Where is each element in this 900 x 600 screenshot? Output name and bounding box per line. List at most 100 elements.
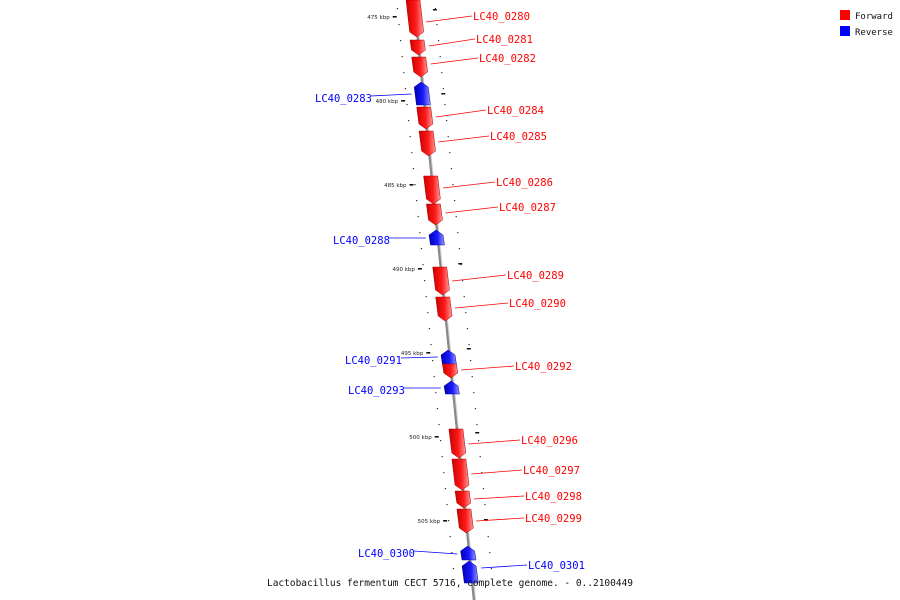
scale-dot xyxy=(484,504,486,506)
gene-label: LC40_0296 xyxy=(521,435,578,447)
scale-dot xyxy=(408,120,410,122)
gene-label-connector xyxy=(445,206,499,214)
scale-dot xyxy=(414,184,416,186)
gene-arrow-forward xyxy=(456,508,474,534)
scale-dot xyxy=(452,184,454,186)
scale-dot xyxy=(448,520,450,522)
gene-label: LC40_0290 xyxy=(509,298,566,310)
gene-label: LC40_0280 xyxy=(473,11,530,23)
scale-dot xyxy=(473,392,475,394)
gene-label: LC40_0291 xyxy=(345,355,402,367)
gene-arrow-forward xyxy=(442,363,459,379)
scale-dot xyxy=(444,104,446,106)
gene-arrow-forward xyxy=(405,0,424,38)
scale-dot xyxy=(435,392,437,394)
gene-arrow-forward xyxy=(435,296,453,322)
scale-dot xyxy=(463,296,465,298)
kbp-tick-label: 505 kbp xyxy=(418,519,441,525)
scale-dot xyxy=(479,456,481,458)
scale-dot xyxy=(440,440,442,442)
scale-dot xyxy=(428,328,430,330)
scale-dot xyxy=(436,24,438,26)
gene-arrow-forward xyxy=(448,428,467,459)
scale-dash xyxy=(458,263,463,265)
gene-label: LC40_0289 xyxy=(507,270,564,282)
gene-arrow-reverse xyxy=(460,545,477,561)
scale-dot xyxy=(482,488,484,490)
scale-dot xyxy=(465,312,467,314)
scale-dot xyxy=(396,8,398,10)
scale-dot xyxy=(425,296,427,298)
gene-label-connector xyxy=(473,495,525,500)
gene-label-connector xyxy=(413,550,458,555)
kbp-tick-label: 490 kbp xyxy=(392,267,415,273)
scale-dot xyxy=(403,72,405,74)
gene-label: LC40_0300 xyxy=(358,548,415,560)
gene-label-connector xyxy=(452,274,507,282)
legend-label-forward: Forward xyxy=(855,12,893,22)
scale-dot xyxy=(404,88,406,90)
gene-arrow-reverse xyxy=(443,380,460,395)
scale-dot xyxy=(476,424,478,426)
gene-features xyxy=(405,0,479,584)
kbp-tick-label: 475 kbp xyxy=(367,15,390,21)
scale-dot xyxy=(438,40,440,42)
gene-arrow-forward xyxy=(432,266,450,296)
scale-dot xyxy=(446,120,448,122)
scale-dot xyxy=(406,104,408,106)
scale-dash xyxy=(432,9,437,11)
kbp-tick-mark xyxy=(443,520,448,522)
scale-dash xyxy=(475,432,480,434)
scale-dot xyxy=(454,200,456,202)
gene-labels: LC40_0280 LC40_0281 LC40_0282 LC40_0283 LC40… xyxy=(315,11,585,572)
gene-label-connector xyxy=(435,109,487,118)
gene-label-connector xyxy=(370,93,412,97)
scale-dot xyxy=(439,56,441,58)
gene-label-connector xyxy=(438,135,490,143)
gene-label: LC40_0298 xyxy=(525,491,582,503)
scale-dot xyxy=(470,360,472,362)
gene-arrow-forward xyxy=(454,490,472,509)
scale-dot xyxy=(490,568,492,570)
legend-swatch-forward xyxy=(840,10,850,20)
scale-dot xyxy=(457,232,459,234)
gene-label: LC40_0281 xyxy=(476,34,533,46)
scale-dot xyxy=(460,264,462,266)
gene-label: LC40_0285 xyxy=(490,131,547,143)
gene-label-connector xyxy=(461,365,515,371)
scale-dot xyxy=(430,344,432,346)
scale-dot xyxy=(411,152,413,154)
scale-dash xyxy=(441,93,446,95)
scale-dot xyxy=(458,248,460,250)
scale-dot xyxy=(481,472,483,474)
scale-dot xyxy=(487,536,489,538)
gene-arrow-forward xyxy=(409,39,426,56)
gene-label: LC40_0297 xyxy=(523,465,580,477)
gene-arrow-forward xyxy=(426,203,443,226)
scale-dot xyxy=(419,232,421,234)
scale-dot xyxy=(400,40,402,42)
scale-dot xyxy=(417,216,419,218)
legend-swatch-reverse xyxy=(840,26,850,36)
gene-label: LC40_0284 xyxy=(487,105,544,117)
gene-label-connector xyxy=(400,356,438,359)
scale-dot xyxy=(422,264,424,266)
gene-label: LC40_0299 xyxy=(525,513,582,525)
kbp-tick-mark xyxy=(426,352,431,354)
gene-arrow-reverse xyxy=(428,229,445,246)
scale-dot xyxy=(424,280,426,282)
scale-dot xyxy=(489,552,491,554)
scale-dot xyxy=(441,72,443,74)
scale-dot xyxy=(409,136,411,138)
gene-label: LC40_0288 xyxy=(333,235,390,247)
gene-arrow-forward xyxy=(423,175,441,205)
gene-arrow-reverse xyxy=(413,81,431,106)
scale-dot xyxy=(452,568,454,570)
gene-label: LC40_0287 xyxy=(499,202,556,214)
gene-label-connector xyxy=(468,439,521,445)
scale-dash xyxy=(466,348,471,350)
gene-arrow-forward xyxy=(411,56,428,78)
legend: Forward Reverse xyxy=(840,10,893,38)
scale-dot xyxy=(433,376,435,378)
scale-dot xyxy=(447,136,449,138)
